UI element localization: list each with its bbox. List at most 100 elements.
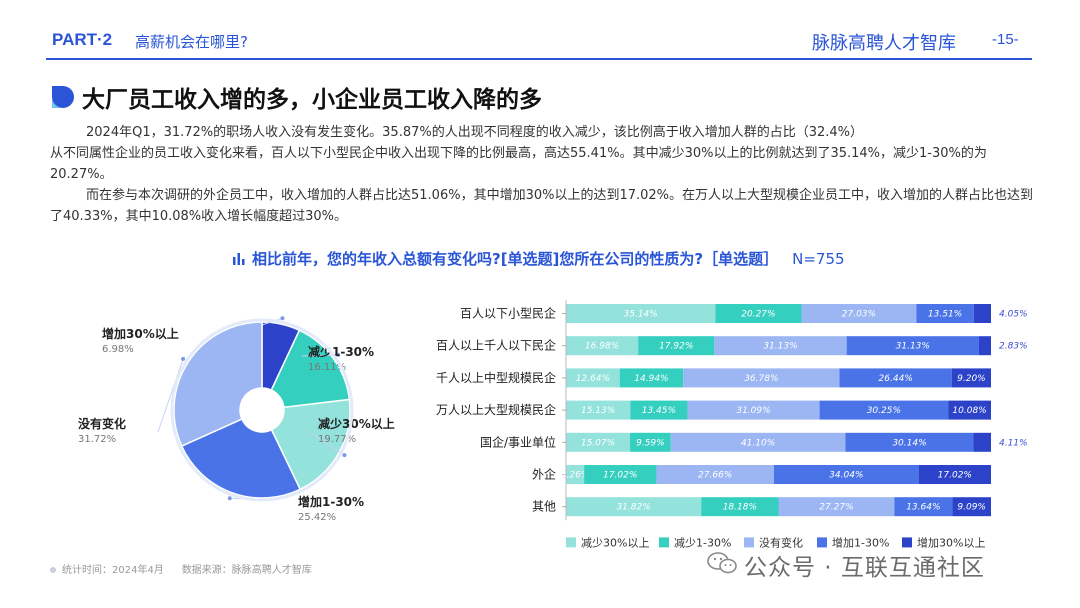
pie-leader-dot	[227, 496, 232, 501]
pie-leader-dot	[342, 453, 347, 458]
income-change-donut-chart: 增加30%以上 6.98% 减少1-30% 16.11% 减少30%以上 19.77% 增加…	[78, 316, 395, 523]
pie-label-value: 25.42%	[298, 512, 336, 523]
bar-segment	[819, 400, 949, 420]
pie-label-name: 增加1-30%	[298, 494, 364, 509]
bar-value-label: 31.82%	[616, 503, 650, 513]
bar-value-label: 10.08%	[952, 406, 986, 416]
chart-title: 相比前年，您的年收入总额有变化吗?[单选题]您所在公司的性质为?［单选题］ N=7…	[252, 248, 845, 269]
bar-segment	[714, 336, 847, 356]
bar-segment	[894, 497, 953, 517]
category-label: 其他	[532, 500, 556, 514]
category-label: 万人以上大型规模民企	[436, 402, 556, 417]
paragraph-1: 2024年Q1，31.72%的职场人收入没有发生变化。35.87%的人出现不同程…	[86, 125, 864, 140]
bar-value-label: 41.10%	[741, 438, 775, 448]
bar-value-label: 14.94%	[634, 374, 668, 384]
bar-segment	[566, 336, 639, 356]
bar-value-label: 31.13%	[763, 342, 797, 352]
bar-segment	[687, 400, 820, 420]
bar-segment	[715, 304, 802, 323]
pie-label-name: 没有变化	[78, 416, 126, 431]
category-label: 国企/事业单位	[480, 434, 556, 449]
bar-value-label: 9.59%	[636, 438, 665, 448]
bar-segment	[846, 336, 979, 356]
brand-name: 脉脉高聘人才智库	[812, 33, 956, 54]
paragraph-3: 而在参与本次调研的外企员工中，收入增加的人群占比达51.06%，其中增加30%以…	[50, 188, 1034, 224]
bar-value-label: 35.14%	[624, 310, 658, 320]
bar-segment	[801, 304, 917, 323]
bar-segment	[973, 432, 991, 452]
bar-segment	[845, 432, 974, 452]
bar-segment	[566, 368, 620, 388]
category-label: 百人以下小型民企	[460, 306, 556, 321]
bar-value-label: 9.09%	[957, 503, 986, 513]
category-label: 千人以上中型规模民企	[436, 370, 556, 385]
legend-swatch	[817, 537, 827, 548]
data-source: 数据来源：脉脉高聘人才智库	[181, 565, 312, 576]
bar-value-label: 27.03%	[842, 310, 876, 320]
bar-value-label: 31.09%	[736, 406, 770, 416]
legend-label: 没有变化	[759, 535, 803, 549]
bar-value-label: 13.64%	[906, 503, 940, 513]
bar-value-label: 13.51%	[928, 310, 962, 320]
bar-segment	[566, 400, 631, 420]
bar-value-label: 16.98%	[585, 342, 619, 352]
legend-swatch	[566, 537, 576, 548]
bar-value-label: 27.66%	[698, 471, 732, 481]
bar-value-label: 18.18%	[723, 503, 757, 513]
bar-value-label: 17.92%	[659, 342, 693, 352]
bar-segment	[978, 336, 991, 356]
bar-segment	[778, 497, 895, 517]
bar-segment	[566, 465, 585, 484]
bar-segment	[630, 432, 671, 452]
bar-value-label: 20.27%	[741, 310, 775, 320]
bar-value-label: 15.13%	[581, 406, 615, 416]
bar-segment	[638, 336, 715, 356]
bar-value-label: 31.13%	[896, 342, 930, 352]
wechat-icon	[707, 552, 737, 574]
company-type-stacked-bar-chart: 百人以下小型民企 35.14% 20.27% 27.03% 13.51% 4.05% 百人以…	[436, 300, 1028, 549]
bar-value-label: 4.11%	[999, 438, 1028, 448]
legend-label: 减少30%以上	[581, 536, 649, 549]
legend-label: 增加30%以上	[917, 535, 985, 549]
bar-segment	[952, 497, 991, 517]
stat-time: 统计时间：2024年4月	[62, 565, 164, 576]
bar-value-label: 13.45%	[642, 406, 676, 416]
bar-segment	[683, 368, 840, 388]
pie-leader-dot	[336, 352, 341, 357]
title-bullet-icon	[52, 86, 74, 108]
pie-label-name: 减少30%以上	[318, 416, 395, 431]
bar-segment	[773, 465, 919, 484]
pie-slice	[173, 321, 263, 448]
pie-label-value: 16.11%	[308, 362, 346, 373]
bar-value-label: 15.07%	[581, 438, 615, 448]
pie-slice	[270, 398, 351, 491]
bar-segment	[951, 368, 991, 388]
bar-value-label: 34.04%	[829, 471, 863, 481]
bar-segment	[566, 432, 631, 452]
header-divider	[46, 58, 1032, 60]
footer-note: 统计时间：2024年4月 数据来源：脉脉高聘人才智库	[50, 561, 312, 576]
bar-segment	[584, 465, 657, 484]
bar-value-label: 9.20%	[957, 374, 986, 384]
bar-value-label: 2.83%	[999, 342, 1028, 352]
bar-value-label: 36.78%	[744, 374, 778, 384]
pie-label-name: 减少1-30%	[308, 344, 374, 359]
bar-segment	[670, 432, 846, 452]
bar-value-label: 17.02%	[938, 471, 972, 481]
section-subtitle: 高薪机会在哪里?	[135, 33, 248, 51]
watermark-text: 公众号 · 互联互通社区	[744, 555, 985, 581]
chart-question: 相比前年，您的年收入总额有变化吗?[单选题]您所在公司的性质为?［单选题］	[252, 250, 779, 268]
slide-header: PART·2 高薪机会在哪里? 脉脉高聘人才智库 -15-	[0, 0, 1080, 62]
bar-value-label: 12.64%	[576, 374, 610, 384]
pie-outer-ring	[170, 318, 354, 502]
pie-leader-line	[157, 358, 184, 433]
bar-segment	[918, 465, 991, 484]
bar-value-label: 26.44%	[879, 374, 913, 384]
page-number: -15-	[992, 31, 1019, 48]
bar-segment	[916, 304, 974, 323]
bar-value-label: 27.27%	[819, 503, 853, 513]
bar-segment	[948, 400, 991, 420]
pie-label-name: 增加30%以上	[102, 326, 179, 341]
pie-leader-line	[311, 433, 345, 456]
legend-swatch	[659, 537, 669, 548]
